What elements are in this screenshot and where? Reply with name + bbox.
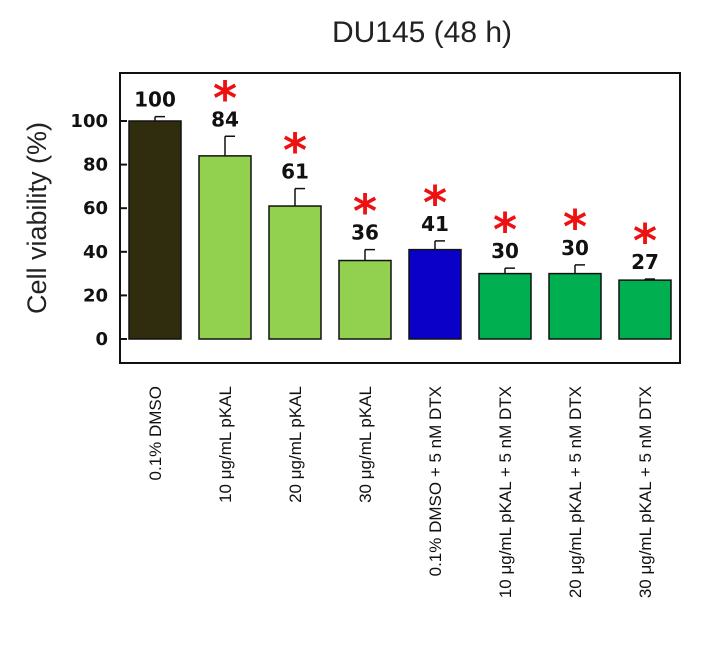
bar bbox=[198, 155, 252, 340]
x-tick-label: 30 μg/mL pKAL + 5 nM DTX bbox=[636, 386, 655, 598]
y-tick-label: 60 bbox=[83, 198, 108, 219]
y-tick-label: 0 bbox=[95, 329, 108, 350]
bar bbox=[618, 279, 672, 340]
x-tick-label: 10 μg/mL pKAL bbox=[216, 386, 235, 503]
data-label: 41 bbox=[421, 212, 449, 236]
y-tick-label: 20 bbox=[83, 285, 108, 306]
x-tick-label: 30 μg/mL pKAL bbox=[356, 386, 375, 503]
x-tick-label: 0.1% DMSO + 5 nM DTX bbox=[426, 386, 445, 576]
bar bbox=[268, 205, 322, 340]
bar bbox=[338, 259, 392, 340]
plot-frame bbox=[119, 72, 681, 364]
significance-asterisk: * bbox=[493, 203, 517, 257]
chart-title: DU145 (48 h) bbox=[332, 16, 512, 49]
significance-asterisk: * bbox=[353, 185, 377, 239]
x-tick-label: 0.1% DMSO bbox=[146, 386, 165, 480]
x-tick-label: 10 μg/mL pKAL + 5 nM DTX bbox=[496, 386, 515, 598]
data-label: 36 bbox=[351, 221, 379, 245]
significance-asterisk: * bbox=[283, 124, 307, 178]
bar bbox=[478, 272, 532, 340]
x-tick-label: 20 μg/mL pKAL bbox=[286, 386, 305, 503]
bar bbox=[408, 248, 462, 340]
data-label: 30 bbox=[561, 236, 589, 260]
data-label: 61 bbox=[281, 160, 309, 184]
y-axis-label: Cell viability (%) bbox=[22, 122, 52, 314]
y-tick-label: 100 bbox=[70, 111, 108, 132]
significance-asterisk: * bbox=[563, 200, 587, 254]
significance-asterisk: * bbox=[423, 176, 447, 230]
data-label: 27 bbox=[631, 250, 659, 274]
significance-asterisk: * bbox=[213, 71, 237, 125]
bar bbox=[128, 120, 182, 340]
y-tick-label: 80 bbox=[83, 155, 108, 176]
data-label: 100 bbox=[134, 88, 176, 112]
bar bbox=[548, 272, 602, 340]
data-label: 84 bbox=[211, 107, 239, 131]
significance-asterisk: * bbox=[633, 214, 657, 268]
data-label: 30 bbox=[491, 239, 519, 263]
x-tick-label: 20 μg/mL pKAL + 5 nM DTX bbox=[566, 386, 585, 598]
y-tick-label: 40 bbox=[83, 242, 108, 263]
